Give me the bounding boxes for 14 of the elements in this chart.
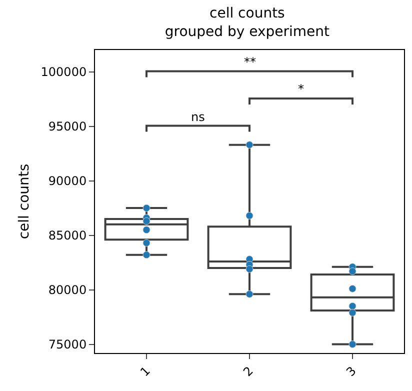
chart-title: cell counts grouped by experiment <box>164 6 330 40</box>
y-tick-label: 75000 <box>48 337 87 352</box>
y-tick-label: 95000 <box>48 119 87 134</box>
y-axis-title: cell counts <box>16 164 32 240</box>
x-tick-label: 3 <box>344 364 359 380</box>
y-tick-label: 80000 <box>48 282 87 297</box>
y-tick-label: 85000 <box>48 228 87 242</box>
y-tick-label: 90000 <box>48 174 87 188</box>
x-tick-label: 2 <box>240 364 256 380</box>
annotation: * <box>298 82 304 96</box>
y-tick-label: 100000 <box>40 65 87 79</box>
annotation: ns <box>191 110 205 124</box>
annotation: ** <box>244 55 256 69</box>
x-tick-label: 1 <box>138 364 153 380</box>
